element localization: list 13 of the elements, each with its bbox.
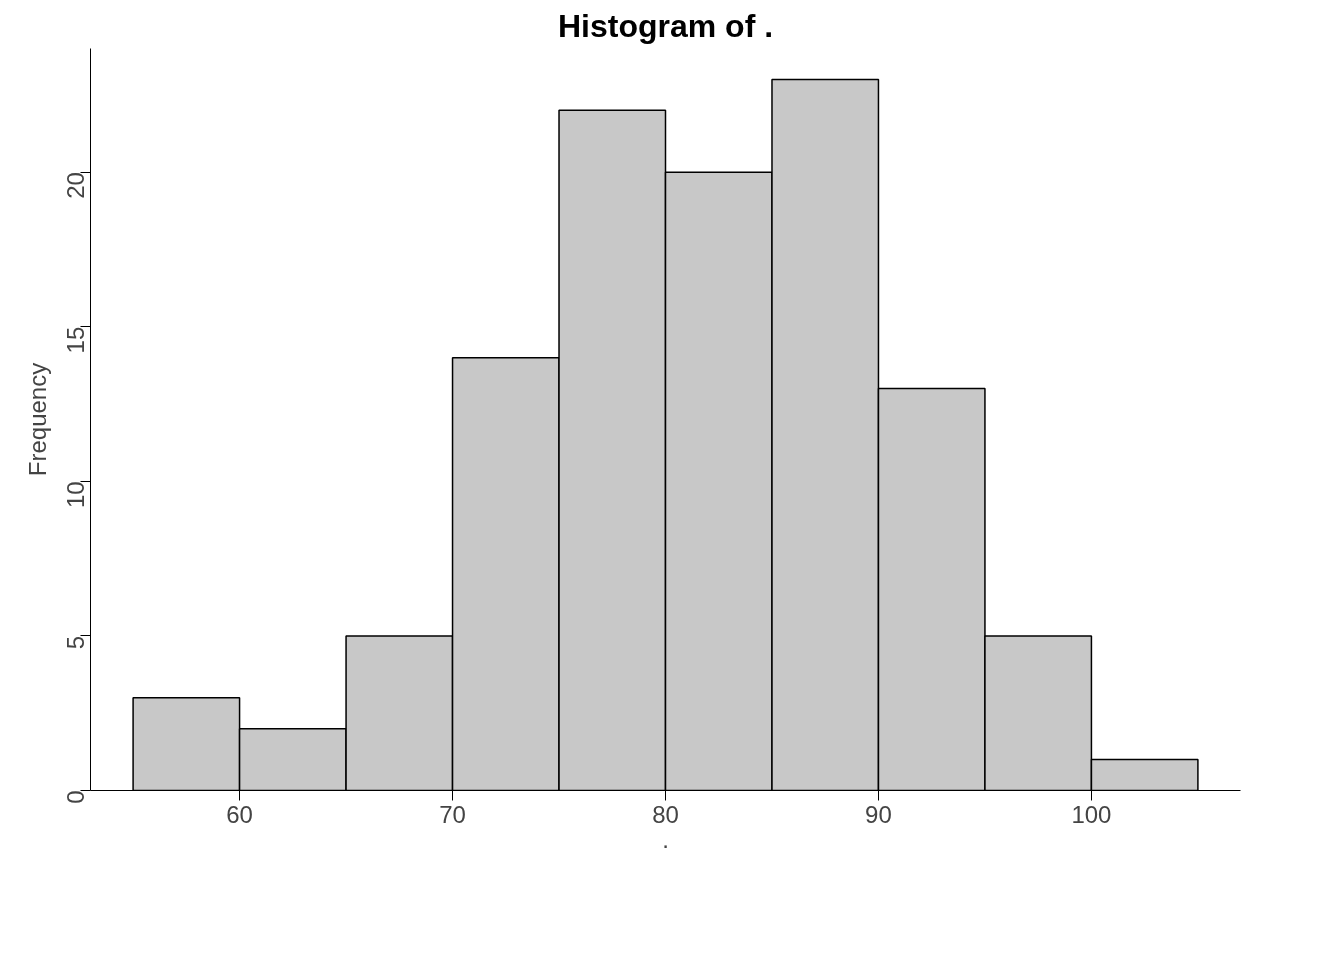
x-axis-title: . bbox=[662, 825, 669, 853]
chart-title: Histogram of . bbox=[557, 7, 774, 44]
y-tick-label: 10 bbox=[62, 481, 89, 509]
y-tick-label: 15 bbox=[62, 326, 89, 354]
x-tick-label: 60 bbox=[226, 800, 253, 828]
y-axis-title: Frequency bbox=[23, 362, 51, 477]
x-tick-label: 70 bbox=[439, 800, 466, 828]
x-tick-label: 80 bbox=[652, 800, 679, 828]
y-tick-label: 0 bbox=[62, 790, 89, 804]
y-tick-label: 20 bbox=[62, 172, 89, 199]
x-tick-label: 100 bbox=[1071, 800, 1112, 828]
x-tick-label: 90 bbox=[865, 800, 892, 828]
y-tick-label: 5 bbox=[62, 635, 89, 650]
